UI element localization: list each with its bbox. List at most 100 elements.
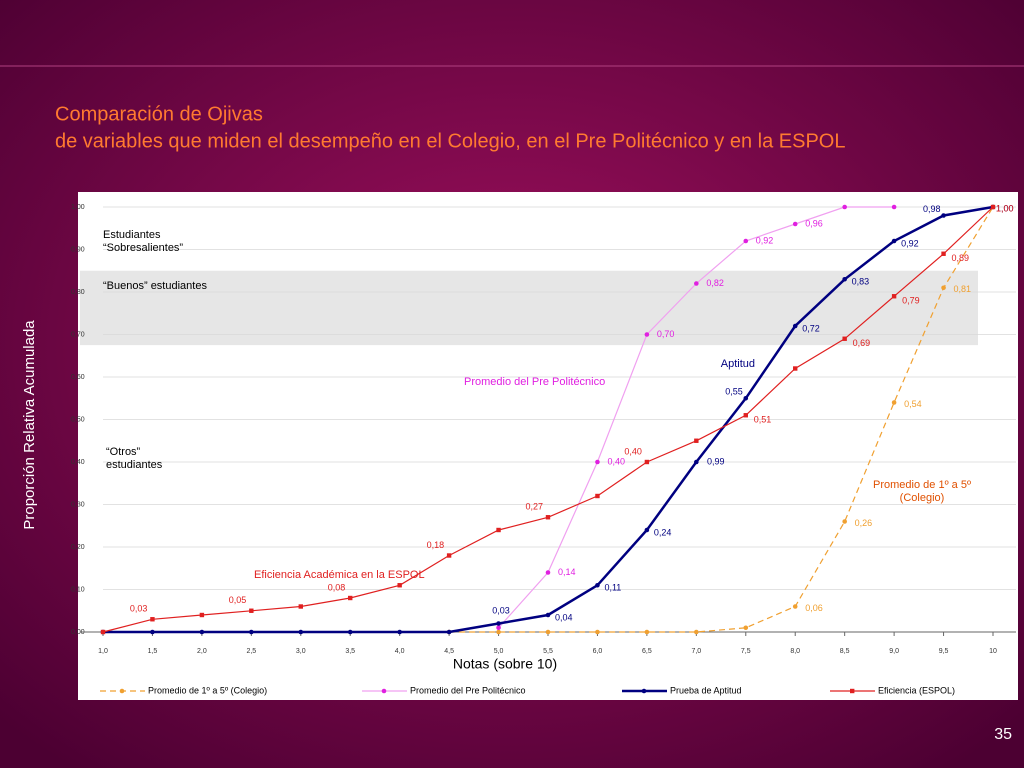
x-tick-label: 1,5: [148, 648, 158, 655]
slide-title: Comparación de Ojivas: [55, 103, 263, 125]
data-label: 0,83: [852, 277, 870, 287]
data-point: [545, 570, 551, 575]
data-point: [496, 621, 501, 626]
data-label: 0,92: [901, 238, 919, 248]
data-point: [446, 553, 452, 558]
data-point: [199, 629, 205, 635]
data-point: [743, 395, 749, 401]
data-point: [891, 204, 897, 210]
data-point: [298, 629, 304, 635]
data-point: [941, 213, 946, 218]
data-point: [496, 625, 501, 631]
data-point: [199, 612, 205, 618]
slide-title: de variables que miden el desempeño en e…: [55, 130, 845, 152]
data-point: [743, 413, 748, 418]
data-label: 0,51: [754, 415, 772, 425]
data-point: [842, 204, 847, 210]
y-tick-label: 0,70: [71, 331, 85, 338]
data-point: [694, 459, 699, 465]
data-point: [595, 582, 600, 588]
annotation: Promedio de 1º a 5º: [873, 479, 971, 491]
x-tick-label: 9,0: [889, 648, 899, 655]
y-tick-label: 0,00: [71, 629, 85, 636]
data-point: [644, 332, 650, 337]
annotation: 0,03: [492, 605, 510, 615]
data-point: [348, 595, 353, 601]
x-tick-label: 6,0: [593, 648, 603, 655]
y-tick-label: 0,40: [71, 459, 85, 466]
data-label: 0,05: [229, 595, 247, 605]
x-tick-label: 1,0: [98, 648, 108, 655]
data-point: [941, 251, 946, 256]
data-label: 1,00: [996, 203, 1014, 213]
data-point: [743, 238, 749, 244]
annotation: “Sobresalientes”: [103, 242, 183, 254]
data-point: [249, 608, 254, 613]
legend-label: Prueba de Aptitud: [670, 685, 742, 695]
annotation: Estudiantes: [103, 229, 161, 241]
data-label: 0,81: [954, 284, 972, 294]
data-point: [792, 323, 798, 329]
data-label: 0,27: [525, 502, 543, 512]
data-point: [891, 400, 897, 405]
data-point: [644, 459, 650, 465]
highlight-band: [80, 270, 978, 346]
data-point: [595, 493, 600, 499]
x-tick-label: 4,5: [444, 648, 454, 655]
x-tick-label: 2,5: [246, 648, 256, 655]
data-label: 0,92: [756, 235, 774, 245]
x-tick-label: 3,5: [345, 648, 355, 655]
annotation: Promedio del Pre Politécnico: [464, 376, 605, 388]
series-line: [449, 206, 994, 633]
data-label: 1,00: [996, 203, 1014, 213]
data-point: [891, 238, 897, 244]
data-point: [545, 612, 551, 618]
data-point: [249, 629, 254, 635]
y-tick-label: 0,60: [71, 374, 85, 381]
data-point: [941, 285, 946, 291]
data-point: [792, 221, 798, 227]
data-point: [694, 629, 699, 635]
data-point: [298, 604, 303, 609]
chart-area: [78, 192, 1018, 700]
x-tick-label: 8,5: [840, 648, 850, 655]
data-label: 0,11: [604, 583, 621, 593]
data-point: [100, 629, 106, 635]
annotation: “Otros”: [106, 446, 141, 458]
data-label: 0,69: [853, 338, 871, 348]
data-point: [694, 438, 699, 443]
legend-marker: [381, 688, 387, 694]
x-tick-label: 8,0: [790, 648, 800, 655]
data-point: [446, 629, 452, 635]
data-label: 0,54: [904, 399, 922, 409]
x-tick-label: 10: [989, 648, 997, 655]
x-tick-label: 5,5: [543, 648, 553, 655]
x-tick-label: 2,0: [197, 648, 207, 655]
legend-marker: [641, 688, 647, 694]
annotation: 0,99: [707, 456, 725, 466]
data-point: [793, 366, 798, 371]
data-label: 0,04: [555, 612, 573, 622]
data-point: [496, 527, 501, 533]
data-point: [595, 629, 600, 635]
data-point: [842, 336, 847, 341]
data-label: 0,06: [805, 603, 823, 613]
data-label: 0,79: [902, 296, 920, 306]
data-point: [347, 629, 353, 635]
data-label: 0,89: [952, 253, 970, 263]
x-tick-label: 5,0: [494, 648, 504, 655]
y-tick-label: 0,50: [71, 416, 85, 423]
y-axis-label: Proporción Relativa Acumulada: [21, 320, 38, 530]
data-label: 0,24: [654, 527, 672, 537]
legend-marker: [119, 688, 125, 694]
data-point: [990, 204, 996, 210]
legend-marker: [850, 688, 855, 694]
annotation: Aptitud: [721, 358, 755, 370]
data-label: 0,96: [805, 218, 823, 228]
y-tick-label: 0,80: [71, 289, 85, 296]
data-label: 0,55: [725, 387, 743, 397]
x-tick-label: 7,5: [741, 648, 751, 655]
data-point: [644, 527, 650, 533]
